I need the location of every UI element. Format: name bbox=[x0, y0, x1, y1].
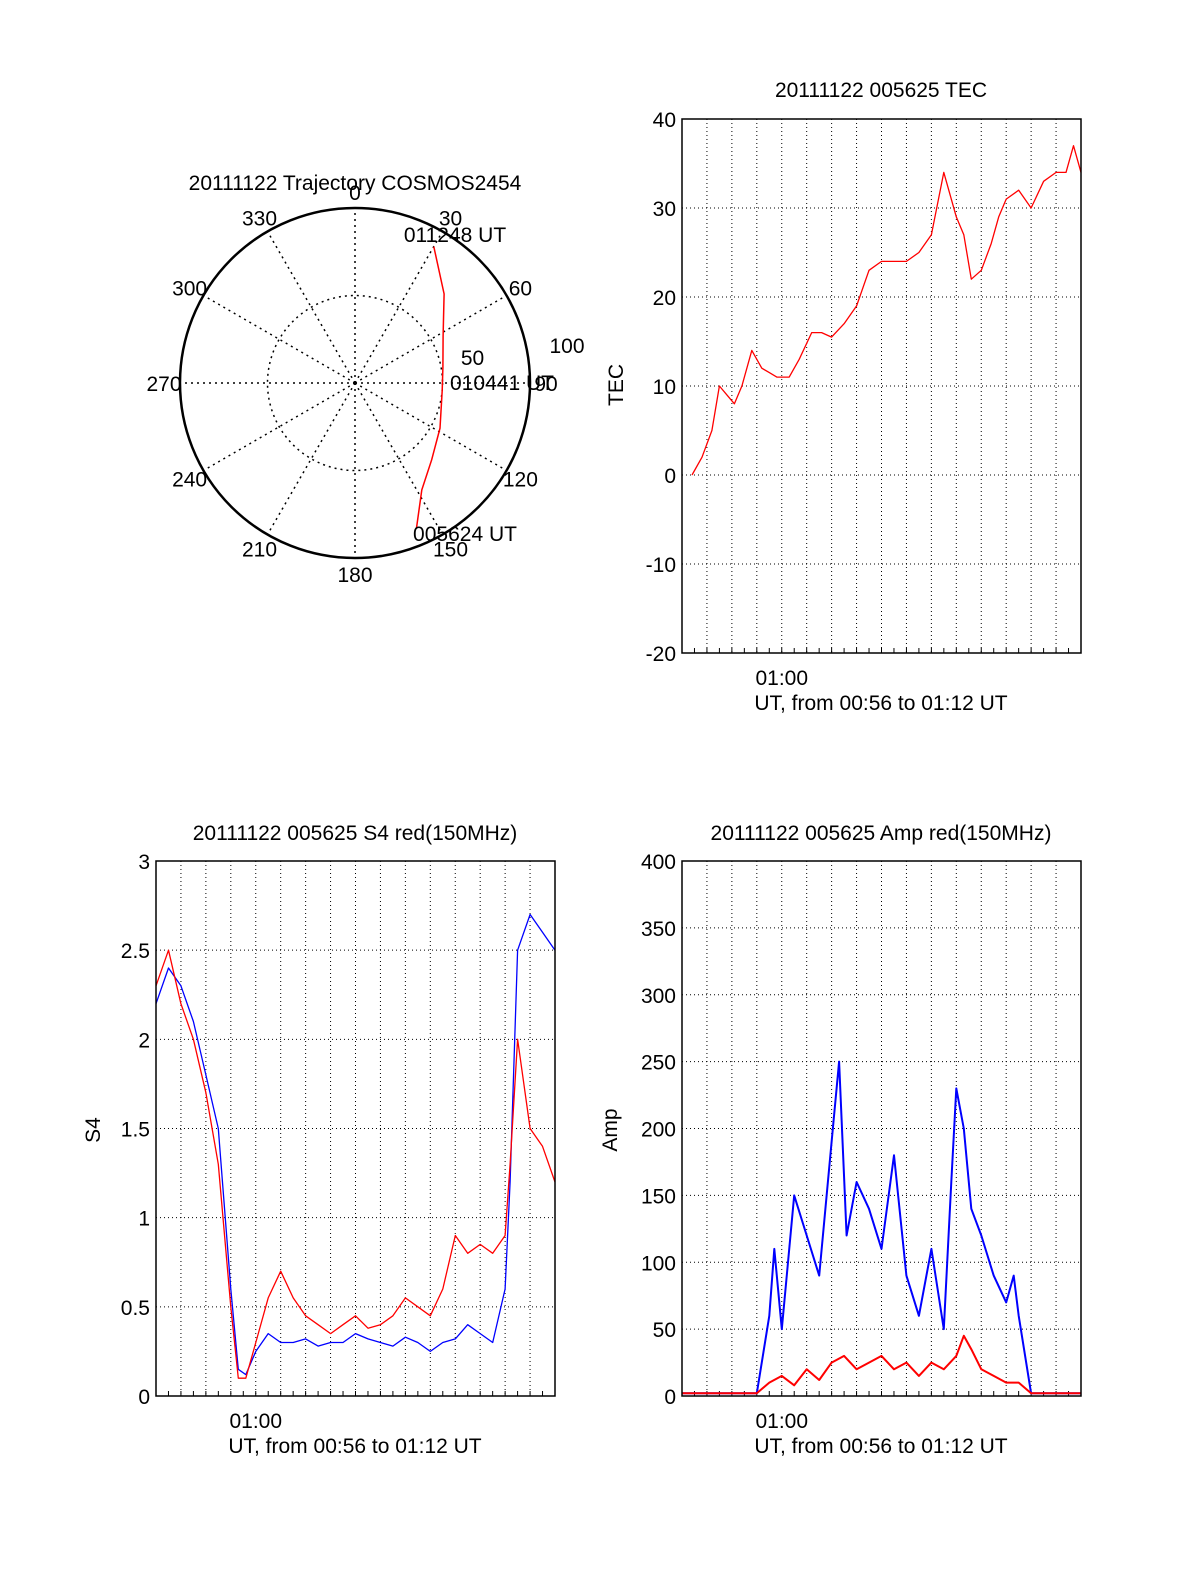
polar-angle-label: 300 bbox=[172, 278, 207, 301]
x-tick-label: 01:00 bbox=[755, 1410, 808, 1433]
y-tick-label: 1.5 bbox=[121, 1119, 150, 1142]
y-tick-label: 3 bbox=[138, 851, 150, 874]
s4-panel: 20111122 005625 S4 red(150MHz) UT, from … bbox=[82, 822, 556, 1458]
polar-spoke bbox=[354, 382, 444, 535]
polar-title: 20111122 Trajectory COSMOS2454 bbox=[189, 172, 522, 195]
y-tick-label: 0.5 bbox=[121, 1297, 150, 1320]
y-tick-label: 20 bbox=[653, 287, 676, 310]
polar-angle-label: 240 bbox=[172, 469, 207, 492]
tec-ylabel: TEC bbox=[605, 364, 628, 406]
plot-frame bbox=[681, 860, 1082, 1397]
series-line-red bbox=[682, 1334, 1081, 1395]
polar-angle-label: 90 bbox=[534, 373, 557, 396]
y-tick-label: 2 bbox=[138, 1029, 150, 1052]
trajectory-line bbox=[415, 246, 445, 529]
s4-xlabel: UT, from 00:56 to 01:12 UT bbox=[228, 1435, 481, 1458]
plot-frame bbox=[155, 860, 556, 1397]
y-tick-label: 50 bbox=[653, 1319, 676, 1342]
series-line-red bbox=[691, 145, 1082, 476]
polar-trajectory-panel: 20111122 Trajectory COSMOS2454 0 30 60 90 12… bbox=[146, 172, 584, 587]
y-tick-label: 150 bbox=[641, 1185, 676, 1208]
y-tick-label: 100 bbox=[641, 1252, 676, 1275]
s4-ylabel: S4 bbox=[82, 1117, 105, 1143]
polar-angle-label: 30 bbox=[439, 208, 462, 231]
polar-angle-label: 210 bbox=[242, 538, 277, 561]
x-tick-label: 01:00 bbox=[229, 1410, 282, 1433]
y-tick-label: 300 bbox=[641, 985, 676, 1008]
polar-angle-label: 330 bbox=[242, 208, 277, 231]
polar-radial-label: 100 bbox=[549, 335, 584, 358]
tec-title: 20111122 005625 TEC bbox=[775, 79, 987, 102]
polar-spoke bbox=[203, 294, 356, 384]
y-tick-label: 2.5 bbox=[121, 940, 150, 963]
polar-angle-label: 270 bbox=[146, 373, 181, 396]
amp-title: 20111122 005625 Amp red(150MHz) bbox=[711, 822, 1052, 845]
y-tick-label: -10 bbox=[646, 554, 676, 577]
series-line-blue bbox=[155, 913, 556, 1376]
annotation-start-time: 005624 UT bbox=[413, 523, 517, 546]
y-tick-label: 0 bbox=[664, 1386, 676, 1409]
polar-spoke bbox=[266, 382, 356, 535]
polar-spoke bbox=[203, 382, 356, 472]
y-tick-label: 1 bbox=[138, 1208, 150, 1231]
amp-xlabel: UT, from 00:56 to 01:12 UT bbox=[754, 1435, 1007, 1458]
amp-panel: 20111122 005625 Amp red(150MHz) UT, from… bbox=[599, 822, 1082, 1458]
polar-angle-label: 120 bbox=[503, 469, 538, 492]
x-tick-label: 01:00 bbox=[755, 667, 808, 690]
tec-xlabel: UT, from 00:56 to 01:12 UT bbox=[754, 692, 1007, 715]
y-tick-label: 0 bbox=[664, 465, 676, 488]
y-tick-label: -20 bbox=[646, 643, 676, 666]
y-tick-label: 250 bbox=[641, 1052, 676, 1075]
y-tick-label: 350 bbox=[641, 918, 676, 941]
annotation-mid-time: 010441 UT bbox=[450, 372, 554, 395]
s4-title: 20111122 005625 S4 red(150MHz) bbox=[193, 822, 518, 845]
annotation-end-time: 011248 UT bbox=[404, 224, 507, 247]
plot-frame bbox=[681, 118, 1082, 654]
y-tick-label: 40 bbox=[653, 109, 676, 132]
y-tick-label: 0 bbox=[138, 1386, 150, 1409]
series-line-blue bbox=[682, 1060, 1081, 1395]
polar-spoke bbox=[354, 294, 507, 384]
polar-spoke bbox=[354, 382, 507, 472]
y-tick-label: 30 bbox=[653, 198, 676, 221]
polar-spoke bbox=[266, 231, 356, 384]
y-tick-label: 400 bbox=[641, 851, 676, 874]
series-line-red bbox=[155, 949, 556, 1379]
polar-outer-circle bbox=[178, 206, 532, 560]
polar-angle-label: 60 bbox=[509, 278, 532, 301]
y-tick-label: 200 bbox=[641, 1119, 676, 1142]
amp-ylabel: Amp bbox=[599, 1108, 622, 1151]
polar-radial-label: 50 bbox=[461, 347, 484, 370]
polar-angle-label: 180 bbox=[337, 564, 372, 587]
polar-angle-label: 0 bbox=[349, 182, 361, 205]
y-tick-label: 10 bbox=[653, 376, 676, 399]
tec-panel: 20111122 005625 TEC UT, from 00:56 to 01… bbox=[605, 79, 1082, 715]
polar-angle-label: 150 bbox=[433, 538, 468, 561]
polar-spoke bbox=[354, 231, 444, 384]
